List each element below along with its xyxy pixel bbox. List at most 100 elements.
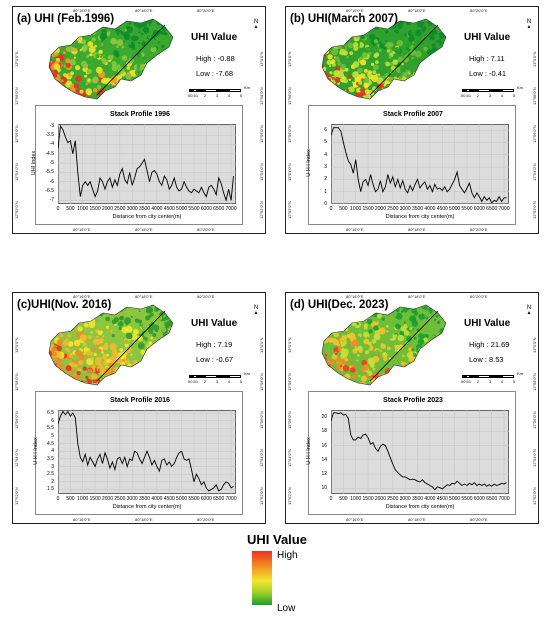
- latitude-label: 13°0'0"N: [287, 337, 292, 353]
- panel-title: (c)UHI(Nov. 2016): [17, 299, 112, 311]
- scale-segment: [490, 375, 502, 378]
- scale-label: 0.5: [463, 93, 469, 98]
- x-tick-label: 2500: [114, 206, 126, 212]
- latitude-label-right: 12°56'0"N: [259, 411, 264, 429]
- scale-segment: [502, 89, 514, 92]
- y-tick-label: 0: [324, 201, 327, 207]
- profile-line-chart: [58, 124, 236, 204]
- latitude-label: 12°52'0"N: [287, 201, 292, 219]
- longitude-label: 80°16'0"E: [346, 294, 364, 299]
- scale-bar: 0 0.5 1 2 3 4 5 Km: [461, 85, 523, 99]
- scale-segment: [197, 89, 205, 92]
- stack-profile-box: Stack Profile 2007 0 500 1000 1500 2000 2500 30…: [306, 105, 516, 225]
- x-tick-label: 6500: [213, 496, 225, 502]
- uhi-legend-title: UHI Value: [464, 318, 511, 329]
- y-tick-label: -7: [49, 197, 54, 204]
- north-label: N: [526, 305, 532, 311]
- scale-segment: [462, 375, 466, 378]
- y-tick-label: 5: [51, 432, 54, 439]
- x-tick-label: 6500: [486, 206, 498, 212]
- latitude-label: 12°56'0"N: [287, 411, 292, 429]
- panel-d-uhi-2023: (d) UHI(Dec. 2023) 80°16'0"E 80°18'0"E 80°2…: [285, 292, 539, 524]
- north-arrow-glyph: ▲: [526, 310, 532, 316]
- uhi-legend-title: UHI Value: [191, 32, 238, 43]
- uhi-high-value: High : 21.69: [469, 340, 510, 349]
- latitude-label-right: 12°54'0"N: [532, 449, 537, 467]
- latitude-label-right: 12°58'0"N: [259, 87, 264, 105]
- panel-title: (b) UHI(March 2007): [290, 13, 398, 25]
- y-tick-label: 16: [321, 442, 327, 449]
- latitude-label-right: 13°0'0"N: [259, 51, 264, 67]
- stack-profile-title: Stack Profile 2023: [383, 397, 443, 404]
- x-tick-label: 7000: [225, 496, 237, 502]
- scale-label: 0.5: [190, 379, 196, 384]
- x-tick-label: 1000: [350, 206, 362, 212]
- latitude-label: 12°52'0"N: [14, 201, 19, 219]
- y-tick-label: 2: [324, 176, 327, 183]
- scale-segment: [502, 375, 514, 378]
- stack-profile-box: Stack Profile 2023 0 500 1000 1500 2000 2500 30…: [306, 391, 516, 515]
- scale-label: 0: [460, 379, 464, 384]
- uhi-high-value: High : -0.88: [196, 54, 235, 63]
- x-tick-label: 4500: [163, 206, 175, 212]
- longitude-label-bottom: 80°16'0"E: [73, 227, 91, 232]
- x-tick-label: 0: [329, 206, 333, 212]
- scale-label: 3: [215, 93, 219, 98]
- main-legend-high-label: High: [277, 550, 298, 561]
- x-axis-label: Distance from city center(m): [112, 504, 182, 510]
- y-tick-label: 2: [51, 478, 54, 485]
- uhi-high-value: High : 7.11: [469, 54, 505, 63]
- scale-segment: [217, 375, 229, 378]
- longitude-label-bottom: 80°16'0"E: [346, 227, 364, 232]
- longitude-label-bottom: 80°16'0"E: [73, 517, 91, 522]
- latitude-label-right: 12°52'0"N: [259, 487, 264, 505]
- uhi-legend-title: UHI Value: [464, 32, 511, 43]
- longitude-label: 80°20'0"E: [470, 294, 488, 299]
- scale-label: 4: [227, 93, 231, 98]
- x-tick-label: 1000: [77, 206, 89, 212]
- x-tick-label: 1500: [362, 206, 374, 212]
- longitude-label-bottom: 80°20'0"E: [470, 227, 488, 232]
- x-tick-label: 6000: [473, 496, 485, 502]
- x-tick-label: 4000: [151, 496, 163, 502]
- x-tick-label: 1500: [89, 496, 101, 502]
- latitude-label-right: 12°56'0"N: [532, 125, 537, 143]
- latitude-label: 13°0'0"N: [14, 337, 19, 353]
- north-label: N: [253, 305, 259, 311]
- x-tick-label: 0: [329, 496, 333, 502]
- x-tick-label: 3500: [138, 206, 151, 212]
- y-tick-label: 3.5: [47, 455, 54, 462]
- latitude-label: 12°52'0"N: [287, 487, 292, 505]
- profile-line-chart: [58, 410, 236, 494]
- x-axis-label: Distance from city center(m): [112, 214, 182, 220]
- x-tick-label: 5500: [188, 496, 200, 502]
- x-tick-label: 1000: [350, 496, 362, 502]
- scale-label: 2: [476, 93, 480, 98]
- profile-line-chart: [331, 124, 509, 204]
- x-tick-label: 500: [339, 496, 348, 502]
- y-tick-label: 4.5: [47, 440, 54, 447]
- latitude-label: 13°0'0"N: [14, 51, 19, 67]
- y-tick-label: -6: [49, 178, 54, 185]
- y-tick-label: 1: [324, 188, 327, 195]
- profile-plot-area: [331, 410, 509, 494]
- profile-plot-area: [58, 410, 236, 494]
- y-axis-label: UHI Index: [31, 150, 38, 176]
- latitude-label-right: 12°54'0"N: [259, 449, 264, 467]
- scale-segment: [193, 89, 197, 92]
- scale-label: 4: [500, 93, 504, 98]
- longitude-label: 80°18'0"E: [135, 8, 153, 13]
- y-tick-label: -5.5: [45, 169, 54, 176]
- scale-label: 3: [215, 379, 219, 384]
- uhi-map: [321, 304, 447, 386]
- longitude-label-bottom: 80°20'0"E: [470, 517, 488, 522]
- x-tick-label: 4000: [424, 496, 436, 502]
- scale-unit: Km: [244, 85, 250, 90]
- longitude-label: 80°20'0"E: [470, 8, 488, 13]
- x-tick-label: 2000: [101, 496, 113, 502]
- scale-segment: [193, 375, 197, 378]
- panel-title: (a) UHI (Feb.1996): [17, 13, 115, 25]
- scale-label: 2: [203, 379, 207, 384]
- north-arrow-glyph: ▲: [253, 24, 259, 30]
- y-tick-label: -4.5: [45, 150, 54, 157]
